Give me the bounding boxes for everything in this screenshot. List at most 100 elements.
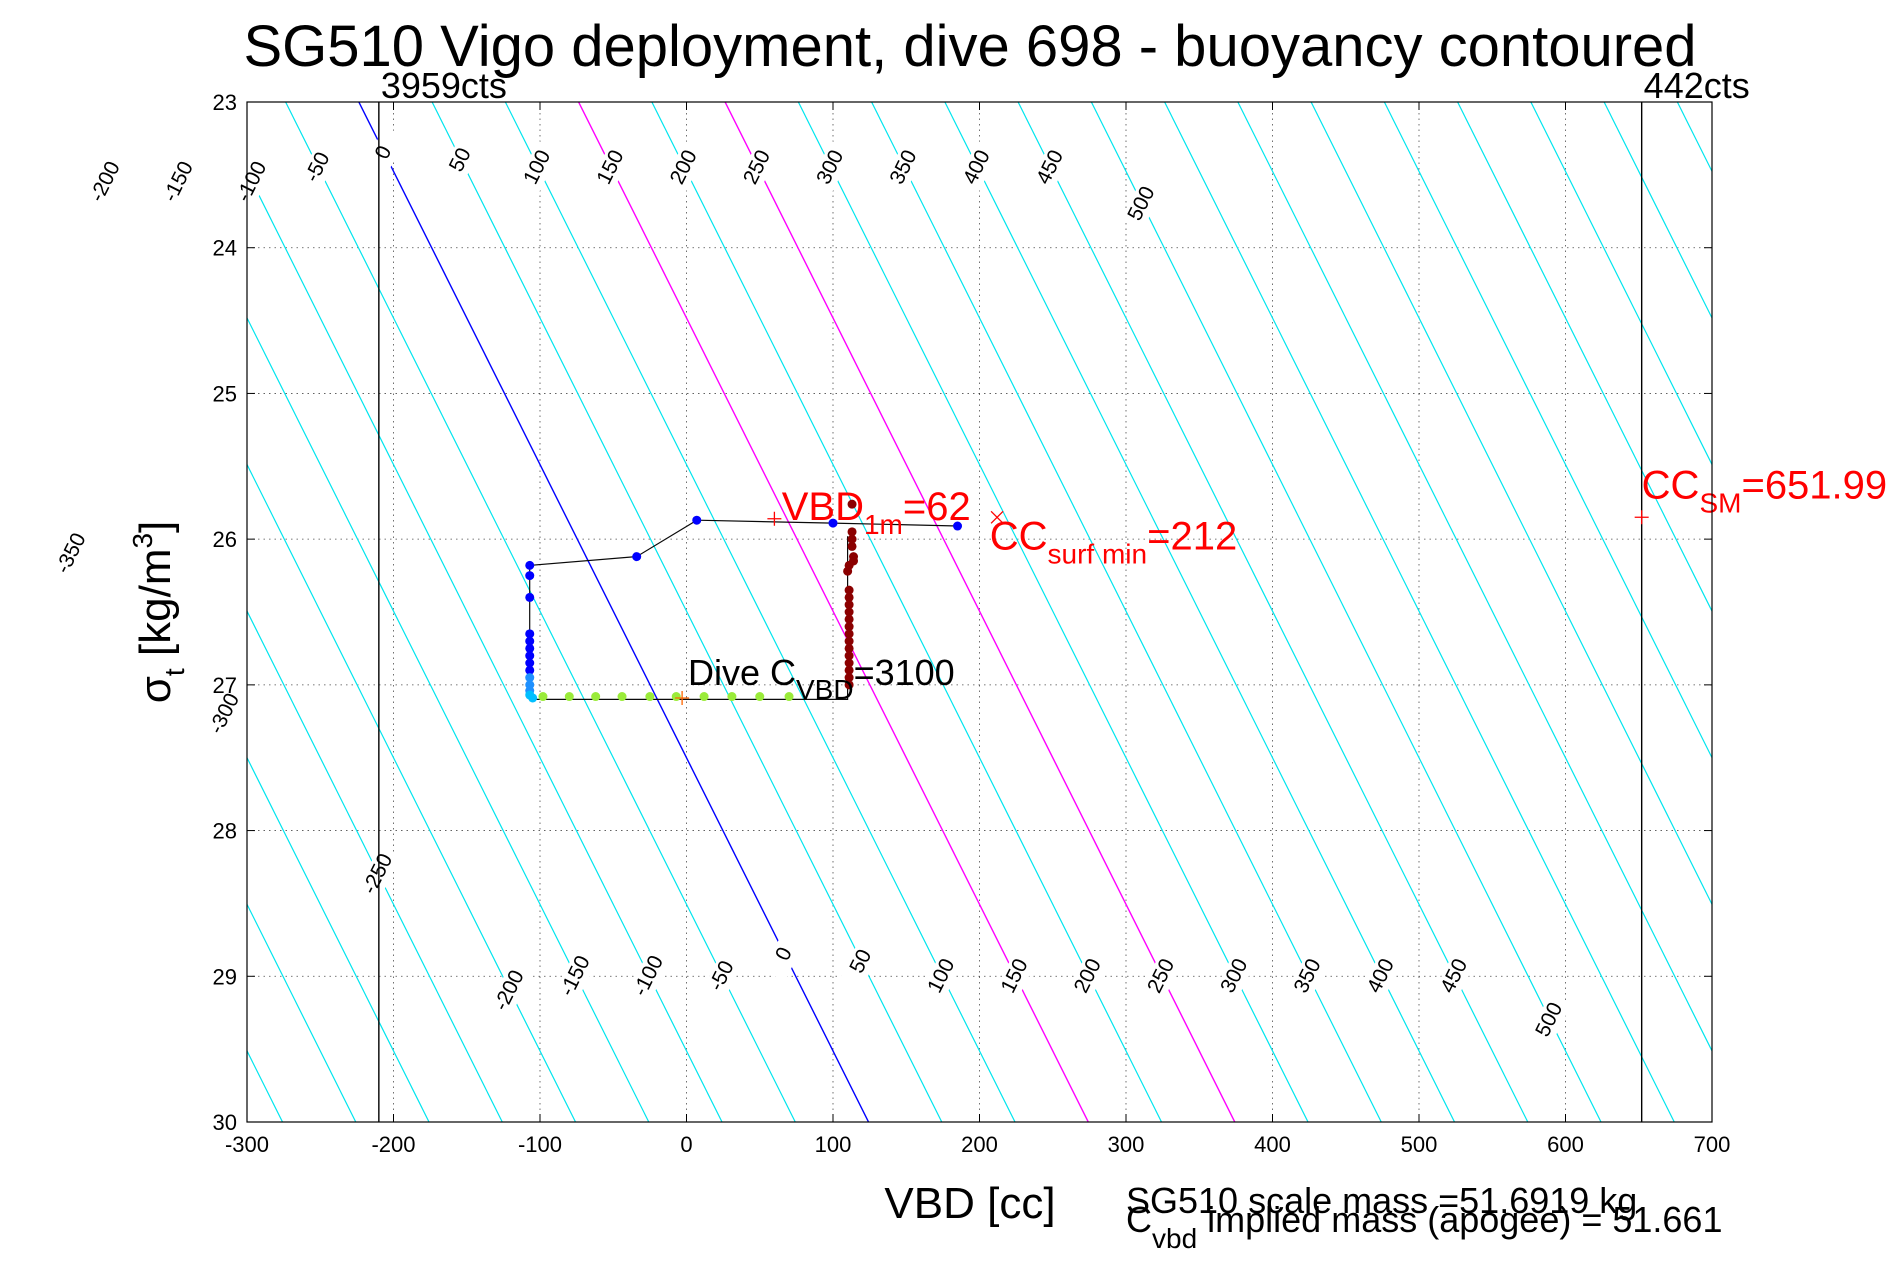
data-point (727, 692, 737, 702)
y-tick-label: 26 (213, 527, 237, 552)
contour-label-bg (627, 949, 671, 1004)
data-point (645, 692, 655, 702)
y-tick-label: 28 (213, 819, 237, 844)
x-tick-label: 100 (815, 1132, 852, 1157)
implied-mass-prefix: C (1126, 1199, 1152, 1240)
contour-label-bg (439, 133, 483, 188)
data-point (591, 692, 601, 702)
annotation-text: Dive CVBD=3100 (688, 652, 955, 705)
data-point (844, 643, 854, 653)
data-point (844, 585, 854, 595)
contour-label-bg (663, 140, 707, 195)
data-point (692, 515, 702, 525)
data-point (844, 600, 854, 610)
plus-marker (767, 511, 782, 526)
dive-series (525, 499, 963, 703)
max-vbd-counts-label: 3959cts (381, 65, 507, 106)
data-point (784, 692, 794, 702)
x-tick-label: 0 (680, 1132, 692, 1157)
data-point (844, 607, 854, 617)
contour-label-bg (763, 927, 807, 982)
contour-line (247, 169, 723, 1122)
x-tick-label: -300 (225, 1132, 269, 1157)
contour-line (1530, 102, 1712, 466)
contour-label-bg (1140, 949, 1184, 1004)
y-axis-label-rest: [kg/m (131, 549, 180, 669)
data-point (844, 680, 854, 690)
x-tick-label: 200 (961, 1132, 998, 1157)
y-axis-label-main: σ (131, 676, 180, 703)
contour-line (1310, 102, 1712, 906)
y-tick-label: 23 (213, 90, 237, 115)
annotation-part: =62 (903, 485, 971, 529)
data-point (847, 534, 857, 544)
data-point (632, 552, 642, 562)
annotation-text: CCSM=651.99 (1642, 463, 1887, 518)
annotation-part: VBD (796, 674, 854, 705)
x-tick-label: 600 (1547, 1132, 1584, 1157)
x-marker (990, 510, 1004, 524)
contour-label-bg (230, 155, 274, 209)
contour-line (944, 102, 1456, 1122)
data-point (525, 629, 535, 639)
data-point (525, 673, 535, 683)
data-point (953, 521, 963, 531)
y-axis-label-close: ] (131, 521, 180, 533)
contour-label-bg (84, 155, 128, 209)
y-tick-label: 27 (213, 673, 237, 698)
x-axis-label: VBD [cc] (884, 1179, 1055, 1228)
data-point (525, 560, 535, 570)
contour-label-bg (516, 140, 560, 195)
x-tick-label: -200 (371, 1132, 415, 1157)
contour-label-bg (296, 140, 340, 195)
data-point (844, 673, 854, 683)
annotation-part: CC (1642, 463, 1700, 507)
data-point (755, 692, 765, 702)
contour-label-bg (362, 126, 406, 180)
contour-label-bg (1213, 949, 1257, 1004)
contour-line (1237, 102, 1712, 1053)
contour-line (1017, 102, 1529, 1122)
annotation-part: Dive C (688, 652, 796, 693)
contour-line (797, 102, 1309, 1122)
x-tick-label: 500 (1401, 1132, 1438, 1157)
contour-label-bg (1286, 949, 1330, 1004)
annotation-part: VBD (782, 485, 864, 529)
y-tick-label: 29 (213, 964, 237, 989)
data-point (525, 643, 535, 653)
data-point (525, 658, 535, 668)
implied-mass-rest: implied mass (apogee) = 51.661 (1197, 1199, 1722, 1240)
contour-label-bg (882, 140, 926, 195)
contour-line (247, 756, 430, 1122)
data-point (847, 499, 857, 509)
contour-line (431, 102, 943, 1122)
annotation-text: VBD1m=62 (782, 485, 971, 540)
contour-line (651, 102, 1163, 1122)
contour-label-bg (736, 140, 780, 195)
annotation-part: =651.99 (1741, 463, 1887, 507)
data-point (844, 651, 854, 661)
contour-line (1456, 102, 1712, 613)
data-point (844, 658, 854, 668)
data-point (844, 622, 854, 632)
data-point (525, 636, 535, 646)
contour-label-bg (589, 140, 633, 195)
contour-label-bg (1067, 949, 1111, 1004)
implied-mass-sub: vbd (1152, 1223, 1197, 1254)
contour-line (1090, 102, 1602, 1122)
data-point (844, 665, 854, 675)
contour-label-bg (203, 687, 247, 741)
contour-label-bg (50, 526, 94, 581)
data-point (699, 692, 709, 702)
data-point (525, 651, 535, 661)
axes: -300 -200 -100 0 100 200 300 400 500 600 700 23 24 25… (213, 90, 1731, 1157)
y-axis-label-sup: 3 (127, 533, 158, 549)
contour-label-bg (993, 949, 1037, 1004)
vbd-limit-lines: 3959cts 442cts (378, 65, 1750, 1122)
contour-line (724, 102, 1236, 1122)
contour-label-bg (1120, 177, 1164, 231)
contour-line (1603, 102, 1712, 320)
data-point (849, 552, 859, 562)
contour-label-bg (488, 964, 532, 1018)
